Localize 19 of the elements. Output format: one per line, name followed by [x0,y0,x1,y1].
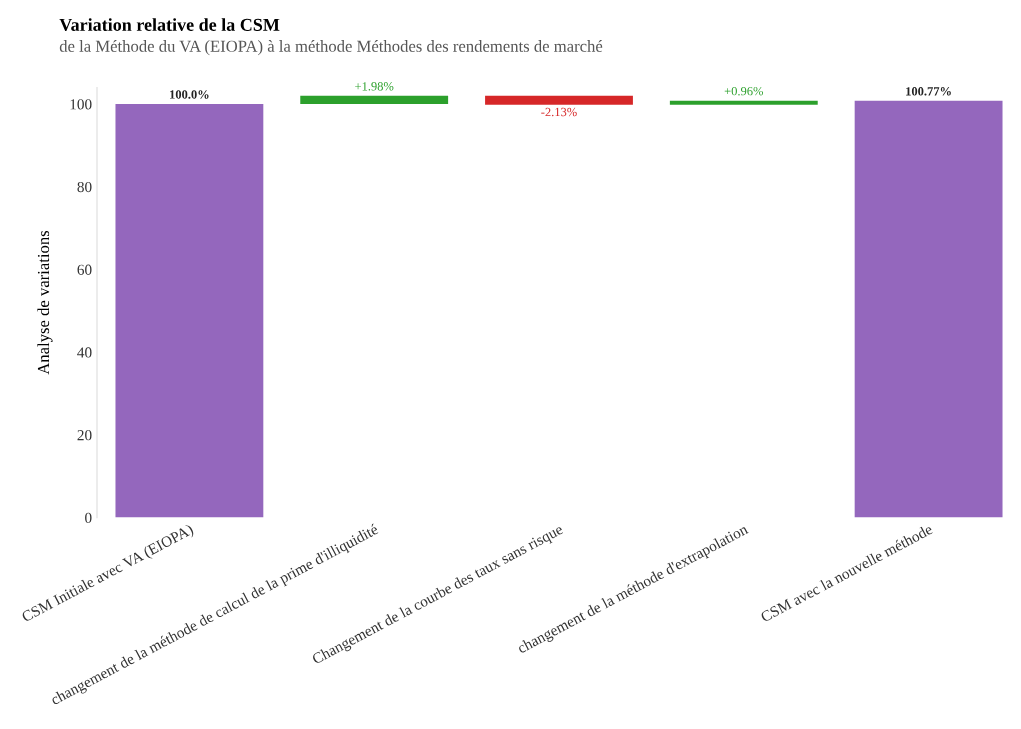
data-label: +0.96% [724,86,764,96]
y-tick-label: 100 [70,99,92,110]
y-tick-label: 0 [85,512,92,524]
data-label: +1.98% [355,82,394,91]
y-tick-label: 40 [77,347,92,358]
y-tick-label: 20 [77,430,92,441]
data-label: -2.13% [541,107,577,117]
bar [115,104,264,518]
chart-subtitle: de la Méthode du VA (EIOPA) à la méthode Méthodes des rendements de marché [59,40,603,56]
data-label: 100.0% [170,90,209,99]
y-tick-label: 80 [77,181,92,193]
y-tick-label: 60 [77,264,92,275]
bar [669,100,818,105]
chart-title: Variation relative de la CSM [59,18,280,32]
bar [300,95,449,105]
y-axis-title: Analyse de variations [37,230,53,375]
bar [854,100,1003,518]
bar [485,95,633,105]
data-label: 100.77% [906,87,951,96]
